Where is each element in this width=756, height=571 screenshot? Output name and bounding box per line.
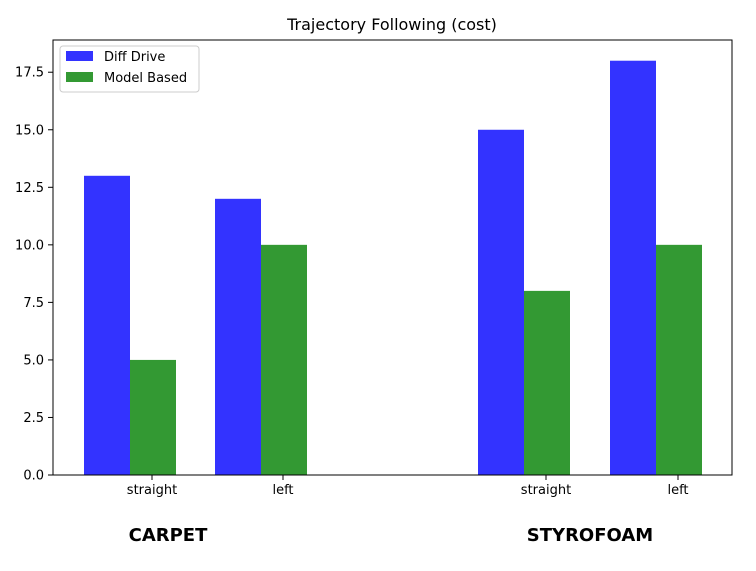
legend-box (59, 45, 200, 93)
legend-label-diff-drive: Diff Drive (104, 50, 165, 65)
x-tick-label: left (667, 483, 688, 498)
bar-diff-drive-1 (215, 198, 261, 476)
y-tick-label: 10.0 (15, 238, 44, 253)
y-tick-label: 12.5 (15, 181, 44, 196)
bar-diff-drive-2 (478, 129, 524, 475)
y-tick-label: 17.5 (15, 66, 44, 81)
chart-title: Trajectory Following (cost) (286, 15, 497, 34)
x-tick-label: straight (127, 483, 177, 498)
group-labels: CARPET STYROFOAM (129, 525, 654, 546)
y-tick-label: 0.0 (23, 469, 44, 484)
bar-diff-drive-3 (610, 60, 656, 475)
group-label-carpet: CARPET (129, 525, 208, 546)
y-tick-label: 15.0 (15, 123, 44, 138)
y-axis: 0.0 2.5 5.0 7.5 10.0 12.5 15.0 17.5 (15, 66, 53, 484)
bar-model-based-2 (524, 290, 570, 475)
bars-layer (84, 60, 702, 476)
bar-model-based-3 (656, 244, 702, 475)
bar-model-based-0 (130, 359, 176, 475)
y-tick-label: 5.0 (23, 353, 44, 368)
legend-swatch-model-based (66, 72, 93, 82)
legend-label-model-based: Model Based (104, 71, 187, 86)
x-tick-label: left (272, 483, 293, 498)
legend: Diff Drive Model Based (59, 45, 200, 93)
x-axis: straight left straight left (127, 475, 689, 498)
group-label-styrofoam: STYROFOAM (527, 525, 653, 546)
y-tick-label: 2.5 (23, 411, 44, 426)
y-tick-label: 7.5 (23, 296, 44, 311)
plot-frame (52, 39, 733, 476)
legend-swatch-diff-drive (66, 51, 93, 61)
bar-model-based-1 (261, 244, 307, 475)
x-tick-label: straight (521, 483, 571, 498)
bar-diff-drive-0 (84, 175, 130, 476)
